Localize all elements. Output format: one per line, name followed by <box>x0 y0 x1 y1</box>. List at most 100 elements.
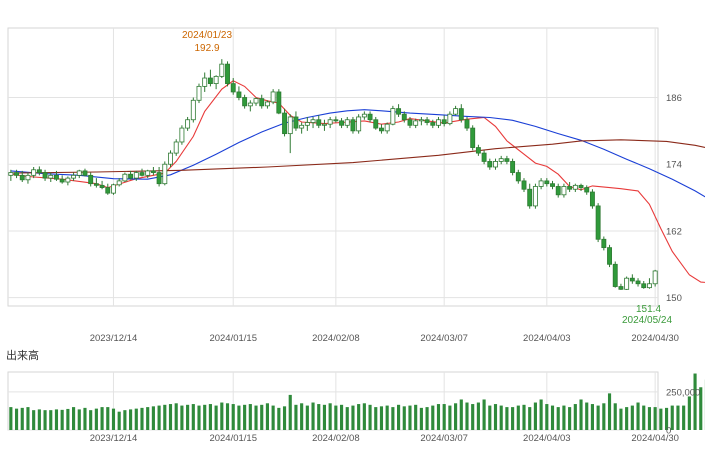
volume-bar <box>397 404 401 430</box>
volume-bar <box>573 404 577 430</box>
volume-bar <box>151 406 155 430</box>
candle <box>510 158 516 176</box>
candle <box>82 168 88 177</box>
volume-bar <box>277 407 281 430</box>
candle-body <box>111 184 116 194</box>
candle <box>25 172 31 184</box>
candle <box>264 100 270 109</box>
volume-bar <box>186 404 190 430</box>
candle <box>225 61 230 87</box>
candle-body <box>441 119 447 125</box>
candle-body <box>253 98 259 104</box>
volume-bar <box>431 405 435 430</box>
candle <box>207 69 213 87</box>
candle-body <box>475 147 481 154</box>
volume-bar <box>77 409 81 430</box>
volume-date-tick-label: 2024/04/30 <box>631 433 679 444</box>
volume-bar <box>602 403 606 430</box>
volume-bars <box>9 373 705 430</box>
volume-bar <box>636 402 640 430</box>
candle <box>31 167 37 179</box>
candle <box>65 176 71 186</box>
candle <box>276 89 282 115</box>
candle <box>544 178 550 187</box>
candle <box>105 183 111 195</box>
candle-body <box>310 119 316 123</box>
candle <box>618 283 624 290</box>
candle-body <box>612 263 618 287</box>
volume-bar <box>32 410 36 430</box>
volume-bar <box>37 409 41 430</box>
candle <box>185 116 191 131</box>
candle <box>641 280 647 289</box>
candle <box>122 172 128 183</box>
candle <box>236 86 242 101</box>
candle-body <box>487 161 493 168</box>
candle <box>521 178 527 193</box>
candle-body <box>59 178 65 183</box>
candle-body <box>521 180 527 190</box>
candle <box>247 100 253 112</box>
volume-bar <box>476 402 480 430</box>
candle <box>190 97 196 123</box>
candle-body <box>150 170 156 173</box>
candle-body <box>418 119 424 122</box>
volume-bar <box>20 407 24 430</box>
candle <box>173 139 179 156</box>
volume-bar <box>659 408 663 430</box>
date-tick-label: 2024/04/03 <box>523 333 571 344</box>
candle-body <box>264 101 270 107</box>
volume-bar <box>83 407 87 430</box>
candle <box>145 169 151 179</box>
candle <box>111 183 116 195</box>
candle-body <box>185 119 191 129</box>
candle-body <box>219 63 225 77</box>
candle-body <box>361 113 367 118</box>
candle <box>584 185 590 195</box>
volume-bar <box>180 405 184 430</box>
candle <box>652 269 658 287</box>
candle <box>304 116 310 131</box>
volume-panel-frame <box>7 371 659 431</box>
candle-body <box>424 119 430 123</box>
candle-body <box>493 161 498 168</box>
candle <box>595 203 601 243</box>
volume-bar <box>334 405 338 430</box>
volume-bar <box>288 394 292 430</box>
candle <box>128 170 134 180</box>
low-value-annotation: 151.4 <box>636 304 661 315</box>
candles <box>8 59 658 290</box>
candle-body <box>373 119 379 129</box>
candle-body <box>93 183 99 186</box>
volume-bar <box>100 407 104 430</box>
price-gridlines <box>7 27 659 307</box>
candle-body <box>527 188 533 207</box>
candle <box>607 244 612 268</box>
candle-body <box>145 170 151 176</box>
volume-bar <box>493 404 498 430</box>
candle-body <box>99 184 105 188</box>
candle <box>156 167 162 187</box>
candle <box>567 182 573 193</box>
volume-bar <box>562 405 566 430</box>
volume-bar <box>294 404 298 430</box>
candle <box>396 104 402 117</box>
candle-body <box>8 172 14 176</box>
candle <box>219 59 225 79</box>
volume-date-tick-label: 2024/03/07 <box>420 433 468 444</box>
volume-bar <box>89 410 93 430</box>
price-tick-label: 150 <box>666 293 682 304</box>
candle <box>418 116 424 126</box>
candle <box>561 183 567 198</box>
volume-date-tick-label: 2023/12/14 <box>90 433 138 444</box>
candle <box>589 189 595 209</box>
candle <box>327 116 333 129</box>
volume-bar <box>248 404 252 430</box>
candle-body <box>162 163 168 185</box>
volume-bar <box>568 407 572 430</box>
candle-body <box>259 98 265 107</box>
volume-bar <box>208 404 212 430</box>
volume-bar <box>454 403 458 430</box>
volume-bar <box>305 405 309 430</box>
